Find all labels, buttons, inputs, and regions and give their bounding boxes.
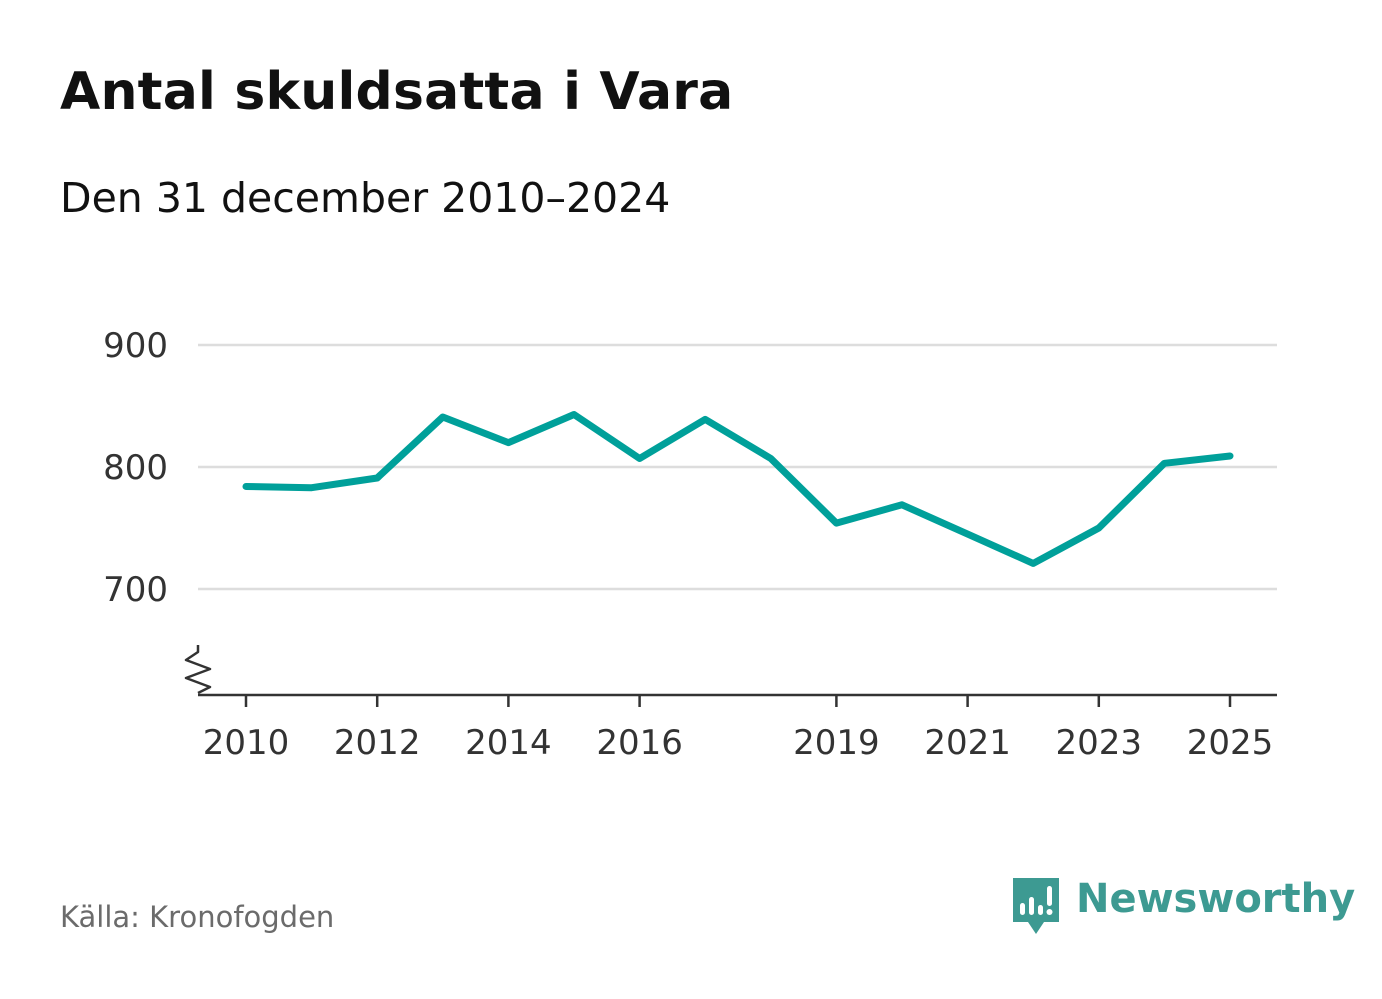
brand-name: Newsworthy [1076, 876, 1356, 922]
source-note: Källa: Kronofogden [60, 900, 335, 934]
x-tick-label: 2025 [1187, 723, 1274, 763]
x-tick-label: 2016 [596, 723, 683, 763]
chart-title: Antal skuldsatta i Vara [60, 62, 734, 122]
y-tick-label: 800 [103, 448, 168, 488]
newsworthy-logo-icon [1013, 878, 1059, 934]
x-tick-label: 2023 [1056, 723, 1143, 763]
x-tick-label: 2019 [793, 723, 880, 763]
chart-subtitle: Den 31 december 2010–2024 [60, 174, 671, 222]
brand-logo: Newsworthy [1010, 876, 1355, 942]
y-tick-label: 900 [103, 326, 168, 366]
y-tick-label: 700 [103, 570, 168, 610]
x-tick-label: 2021 [924, 723, 1011, 763]
x-tick-label: 2010 [203, 723, 290, 763]
x-tick-label: 2014 [465, 723, 552, 763]
series-line [242, 411, 1234, 567]
axis-break-icon [184, 645, 212, 695]
x-tick-label: 2012 [334, 723, 421, 763]
